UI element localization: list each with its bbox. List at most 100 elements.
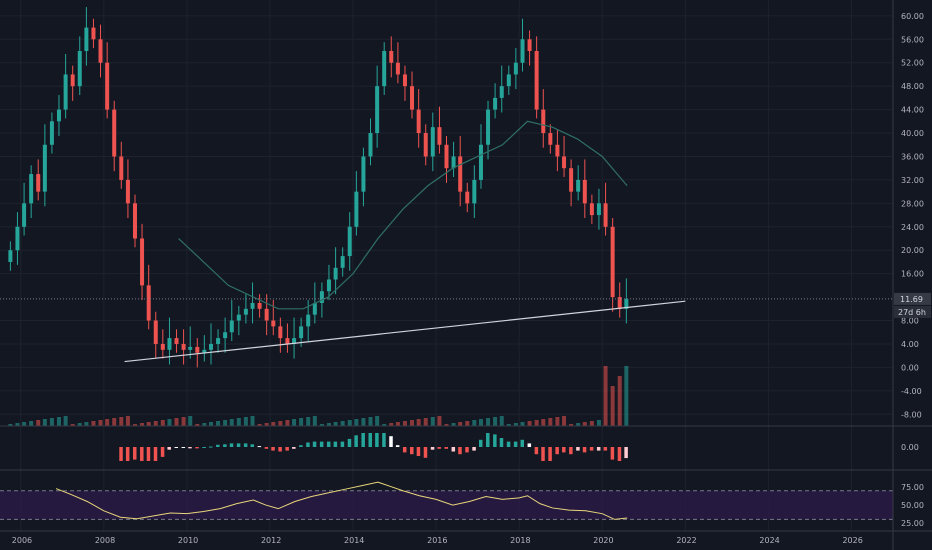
candle-body[interactable] — [306, 314, 311, 327]
candle-body[interactable] — [569, 168, 574, 192]
candle-body[interactable] — [458, 156, 463, 192]
price-tick-label: 24.00 — [901, 223, 924, 232]
candle-body[interactable] — [91, 27, 96, 40]
candle-body[interactable] — [465, 191, 470, 204]
candle-body[interactable] — [326, 279, 331, 292]
candle-body[interactable] — [125, 179, 130, 204]
candle-body[interactable] — [375, 86, 380, 134]
candle-body[interactable] — [299, 326, 304, 339]
candle-body[interactable] — [368, 133, 373, 157]
candle-body[interactable] — [513, 62, 518, 75]
candle-body[interactable] — [167, 338, 172, 350]
candle-body[interactable] — [520, 39, 525, 63]
candle-body[interactable] — [312, 302, 317, 315]
candle-body[interactable] — [437, 127, 442, 145]
candle-body[interactable] — [42, 144, 47, 192]
candle-body[interactable] — [389, 51, 394, 63]
candle-body[interactable] — [582, 179, 587, 204]
macd-tick-label: 0.00 — [901, 443, 919, 452]
candle-body[interactable] — [562, 156, 567, 169]
candle-body[interactable] — [153, 320, 158, 344]
candle-body[interactable] — [534, 51, 539, 110]
candle-body[interactable] — [589, 203, 594, 216]
candle-body[interactable] — [22, 203, 27, 227]
candle-body[interactable] — [548, 133, 553, 145]
candle-body[interactable] — [292, 338, 297, 344]
candle-body[interactable] — [132, 203, 137, 239]
candle-body[interactable] — [382, 51, 387, 87]
candle-body[interactable] — [146, 285, 151, 321]
candle-body[interactable] — [112, 109, 117, 157]
candle-body[interactable] — [77, 51, 82, 87]
candle-body[interactable] — [49, 121, 54, 145]
candle-body[interactable] — [105, 62, 110, 110]
candle-body[interactable] — [208, 343, 213, 350]
candle-body[interactable] — [410, 86, 415, 110]
candle-body[interactable] — [423, 133, 428, 157]
candle-body[interactable] — [98, 39, 103, 63]
trendline[interactable] — [0, 298, 893, 363]
candle-body[interactable] — [236, 314, 241, 321]
candle-body[interactable] — [243, 308, 248, 315]
candle-body[interactable] — [347, 226, 352, 257]
candle-body[interactable] — [36, 174, 41, 192]
candle-body[interactable] — [499, 86, 504, 98]
candle-body[interactable] — [160, 343, 165, 350]
candle-body[interactable] — [319, 291, 324, 303]
candle-body[interactable] — [576, 179, 581, 192]
candle-body[interactable] — [610, 226, 615, 298]
candle-body[interactable] — [486, 109, 491, 145]
support-trendline[interactable] — [124, 300, 686, 363]
candle-body[interactable] — [451, 156, 456, 169]
candle-body[interactable] — [555, 144, 560, 157]
candle-body[interactable] — [29, 174, 34, 204]
candle-body[interactable] — [229, 320, 234, 333]
candle-body[interactable] — [63, 74, 68, 110]
candle-body[interactable] — [216, 338, 221, 344]
macd-bar — [285, 447, 289, 451]
candle-body[interactable] — [174, 338, 179, 344]
candle-body[interactable] — [617, 297, 622, 309]
candle-body[interactable] — [188, 346, 193, 350]
candle-body[interactable] — [84, 27, 89, 52]
candle-body[interactable] — [624, 298, 629, 309]
candle-body[interactable] — [250, 302, 255, 309]
candle-body[interactable] — [444, 144, 449, 169]
candle-body[interactable] — [285, 338, 290, 344]
candle-body[interactable] — [181, 343, 186, 350]
candle-body[interactable] — [402, 74, 407, 87]
candle-body[interactable] — [478, 144, 483, 180]
candle-body[interactable] — [472, 179, 477, 204]
candle-body[interactable] — [333, 267, 338, 280]
candle-body[interactable] — [271, 320, 276, 327]
candle-body[interactable] — [493, 97, 498, 110]
candle-body[interactable] — [430, 127, 435, 157]
candle-body[interactable] — [416, 109, 421, 134]
candle-body[interactable] — [603, 203, 608, 227]
candle-body[interactable] — [340, 256, 345, 268]
candle-body[interactable] — [195, 346, 200, 353]
candle-body[interactable] — [527, 39, 532, 52]
candle-body[interactable] — [596, 203, 601, 216]
candle-body[interactable] — [56, 109, 61, 122]
candle-body[interactable] — [70, 74, 75, 87]
candle-body[interactable] — [278, 326, 283, 339]
candle-body[interactable] — [8, 250, 13, 262]
candle-body[interactable] — [541, 109, 546, 134]
candle-body[interactable] — [264, 308, 269, 321]
candle-body[interactable] — [257, 302, 262, 309]
candle-body[interactable] — [354, 191, 359, 227]
candle-body[interactable] — [15, 226, 20, 251]
candle-body[interactable] — [202, 349, 207, 353]
candles[interactable] — [8, 7, 629, 368]
candle-body[interactable] — [119, 156, 124, 180]
candle-body[interactable] — [361, 156, 366, 192]
candle-body[interactable] — [506, 74, 511, 87]
volume-bar — [596, 420, 601, 426]
candle-body[interactable] — [140, 238, 145, 286]
candle-body[interactable] — [223, 332, 228, 339]
candle-body[interactable] — [395, 62, 400, 75]
volume-bar — [105, 419, 110, 426]
